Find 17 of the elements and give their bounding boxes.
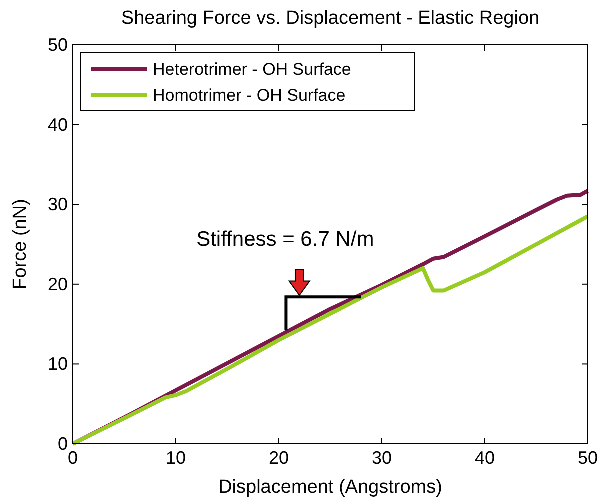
- x-tick-label: 40: [474, 448, 496, 468]
- x-tick-label: 10: [166, 448, 186, 468]
- x-tick-label: 20: [268, 448, 290, 468]
- y-tick-label: 10: [48, 354, 68, 374]
- y-tick-label: 50: [48, 35, 68, 55]
- y-tick-label: 0: [58, 434, 68, 454]
- legend-label: Heterotrimer - OH Surface: [153, 60, 352, 79]
- y-tick-label: 40: [48, 114, 68, 135]
- y-tick-label: 30: [48, 194, 68, 215]
- x-tick-label: 30: [372, 448, 392, 468]
- y-axis-title: Force (nN): [10, 199, 31, 290]
- chart-title: Shearing Force vs. Displacement - Elastic Region: [121, 8, 540, 29]
- y-tick-label: 20: [48, 274, 68, 294]
- x-tick-label: 50: [578, 448, 598, 468]
- x-axis-title: Displacement (Angstroms): [218, 477, 442, 498]
- legend-label: Homotrimer - OH Surface: [153, 86, 346, 105]
- annotation: Stiffness = 6.7 N/m: [196, 228, 374, 252]
